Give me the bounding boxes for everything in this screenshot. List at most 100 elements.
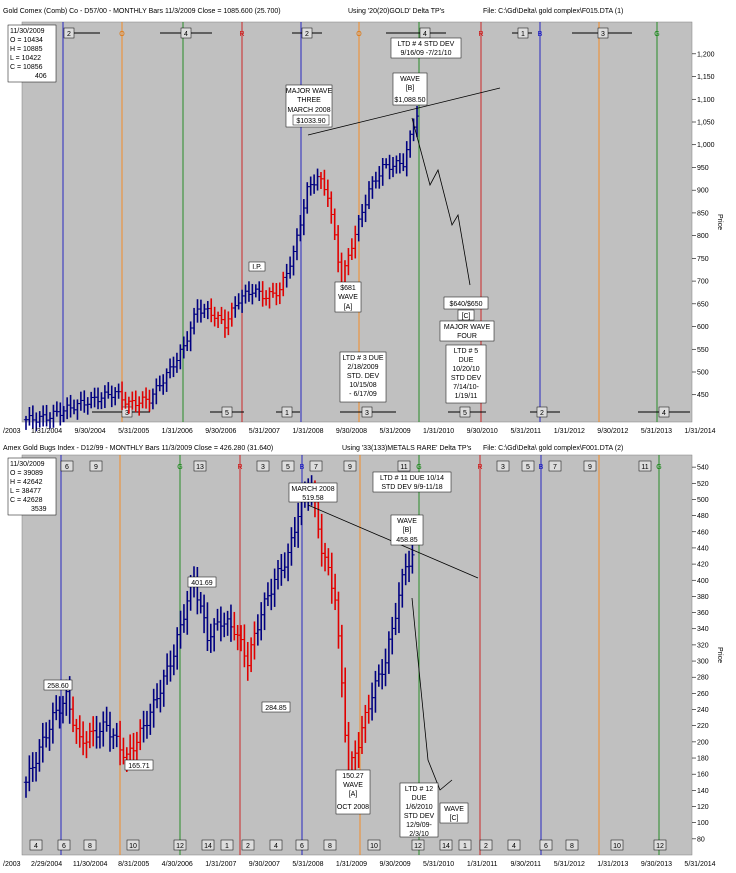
gold-trend-lines	[307, 87, 501, 286]
gold-bugs-header-delta: Using '33(133)METALS RARE' Delta TP's	[342, 445, 472, 452]
gold-y-tick-label: 700	[697, 279, 709, 286]
gold-bugs-y-tick-label: 520	[697, 481, 709, 488]
gold-bugs-y-tick-label: 220	[697, 723, 709, 730]
gold-bugs-bottom-marker: 6	[539, 839, 553, 851]
gold-header-delta: Using '20(20)GOLD' Delta TP's	[348, 8, 445, 15]
gold-bugs-x-tick-label: 8/31/2005	[118, 861, 149, 868]
gold-bugs-x-tick-label: 9/30/2011	[510, 861, 541, 868]
gold-x-tick-label: 5/31/2005	[118, 428, 149, 435]
gold-x-tick-label: 1/31/2014	[684, 428, 715, 435]
gold-bugs-wave-projection	[411, 597, 453, 791]
gold-bugs-info-date: 11/30/2009	[10, 461, 45, 468]
svg-text:9/16/09 -7/21/10: 9/16/09 -7/21/10	[401, 50, 452, 57]
gold-info-date: 11/30/2009	[10, 28, 45, 35]
svg-text:2: 2	[305, 31, 309, 38]
gold-bugs-top-marker: R	[477, 464, 482, 471]
svg-text:4: 4	[423, 31, 427, 38]
svg-text:$681: $681	[340, 285, 356, 292]
svg-text:2: 2	[67, 31, 71, 38]
svg-text:MAJOR WAVE: MAJOR WAVE	[444, 324, 491, 331]
gold-bugs-bottom-markers: 4 6 8 10 12 14 1 2 4 6 8 10 12 14 1 2 4 6 8 10 12	[29, 839, 667, 851]
svg-text:MARCH 2008: MARCH 2008	[287, 107, 330, 114]
svg-text:458.85: 458.85	[396, 537, 418, 544]
svg-text:R: R	[478, 31, 483, 38]
svg-text:9: 9	[94, 464, 98, 471]
svg-text:3: 3	[125, 410, 129, 417]
gold-annotation: LTD # 5 DUE 10/20/10 STD DEV 7/14/10- 1/…	[445, 344, 487, 404]
gold-y-axis: 450 500 550 600 650 700 750 800 850 900 950 1,000 1,…	[692, 51, 715, 399]
gold-bugs-x-tick-label: 1/31/2013	[597, 861, 628, 868]
svg-text:B: B	[539, 464, 544, 471]
svg-text:14: 14	[442, 843, 450, 850]
svg-text:3: 3	[501, 464, 505, 471]
gold-header-file: File: C:\Gd\Delta\ gold complex\F015.DTA…	[483, 8, 623, 15]
gold-bottom-marker: 3	[340, 406, 396, 418]
gold-info-close: C = 10856	[10, 64, 43, 71]
gold-y-tick-label: 500	[697, 370, 709, 377]
svg-text:MARCH 2008: MARCH 2008	[291, 486, 334, 493]
gold-bugs-bottom-marker: 6	[57, 839, 71, 851]
gold-bugs-y-axis-label: Price	[716, 647, 723, 663]
svg-text:[C]: [C]	[450, 815, 459, 822]
svg-text:STD DEV: STD DEV	[451, 375, 482, 382]
gold-bugs-y-tick-label: 160	[697, 772, 709, 779]
gold-bugs-info-low: L = 38477	[10, 488, 41, 495]
svg-text:O: O	[356, 31, 362, 38]
gold-bugs-top-marker: 6	[60, 460, 74, 472]
gold-bugs-price-bar	[410, 543, 415, 574]
svg-text:FOUR: FOUR	[457, 333, 477, 340]
gold-bugs-x-tick-label: 1/31/2009	[336, 861, 367, 868]
gold-bugs-x-tick-label: 2/29/2004	[31, 861, 62, 868]
svg-text:STD. DEV: STD. DEV	[347, 373, 380, 380]
gold-bugs-top-marker: G	[656, 464, 661, 471]
svg-text:[C]: [C]	[462, 313, 471, 320]
gold-bugs-bottom-marker: 10	[126, 839, 140, 851]
gold-chart: Gold Comex (Comb) Co - D57/00 - MONTHLY …	[3, 8, 723, 435]
svg-text:3: 3	[365, 410, 369, 417]
gold-bugs-x-tick-label: 5/31/2008	[292, 861, 323, 868]
gold-bugs-x-tick-label: 5/31/2012	[554, 861, 585, 868]
gold-bugs-y-tick-label: 420	[697, 562, 709, 569]
svg-text:10: 10	[613, 843, 621, 850]
gold-x-tick-label: 9/30/2004	[75, 428, 106, 435]
svg-text:258.60: 258.60	[47, 683, 69, 690]
svg-text:$1033.90: $1033.90	[296, 118, 325, 125]
gold-bugs-info-close: C = 42628	[10, 497, 43, 504]
gold-top-marker: 3	[572, 27, 632, 39]
gold-y-tick-label: 750	[697, 256, 709, 263]
gold-x-tick-label: 5/31/2007	[249, 428, 280, 435]
gold-price-bars	[23, 105, 420, 432]
svg-text:LTD # 4 STD DEV: LTD # 4 STD DEV	[398, 41, 455, 48]
svg-text:2/18/2009: 2/18/2009	[347, 364, 378, 371]
gold-bugs-x-tick-label: 1/31/2011	[467, 861, 498, 868]
svg-text:MAJOR WAVE: MAJOR WAVE	[286, 88, 333, 95]
gold-bugs-top-marker: 5	[281, 460, 295, 472]
svg-text:WAVE: WAVE	[343, 782, 363, 789]
svg-text:12: 12	[176, 843, 184, 850]
gold-bugs-y-tick-label: 300	[697, 659, 709, 666]
svg-text:LTD # 12: LTD # 12	[405, 786, 433, 793]
gold-bugs-annotation: 165.71	[124, 759, 154, 771]
svg-text:4: 4	[512, 843, 516, 850]
svg-text:LTD # 3 DUE: LTD # 3 DUE	[342, 355, 383, 362]
gold-top-marker: 2	[292, 27, 322, 39]
gold-bugs-bottom-marker: 10	[610, 839, 624, 851]
gold-top-marker: 1	[512, 27, 532, 39]
svg-text:10/15/08: 10/15/08	[349, 382, 376, 389]
svg-text:WAVE: WAVE	[338, 294, 358, 301]
svg-text:- 6/17/09: - 6/17/09	[349, 391, 377, 398]
gold-x-tick-label: 5/31/2013	[641, 428, 672, 435]
gold-bugs-top-marker: 7	[309, 460, 323, 472]
gold-bugs-top-marker: 11	[397, 460, 411, 472]
svg-text:8: 8	[328, 843, 332, 850]
gold-bottom-marker: 5	[448, 406, 486, 418]
gold-bugs-bottom-marker: 8	[323, 839, 337, 851]
gold-top-marker: B	[538, 31, 543, 38]
svg-text:R: R	[477, 464, 482, 471]
gold-bugs-bottom-marker: 1	[458, 839, 472, 851]
svg-text:3: 3	[261, 464, 265, 471]
gold-y-tick-label: 600	[697, 324, 709, 331]
svg-text:G: G	[416, 464, 421, 471]
gold-info-low: L = 10422	[10, 55, 41, 62]
